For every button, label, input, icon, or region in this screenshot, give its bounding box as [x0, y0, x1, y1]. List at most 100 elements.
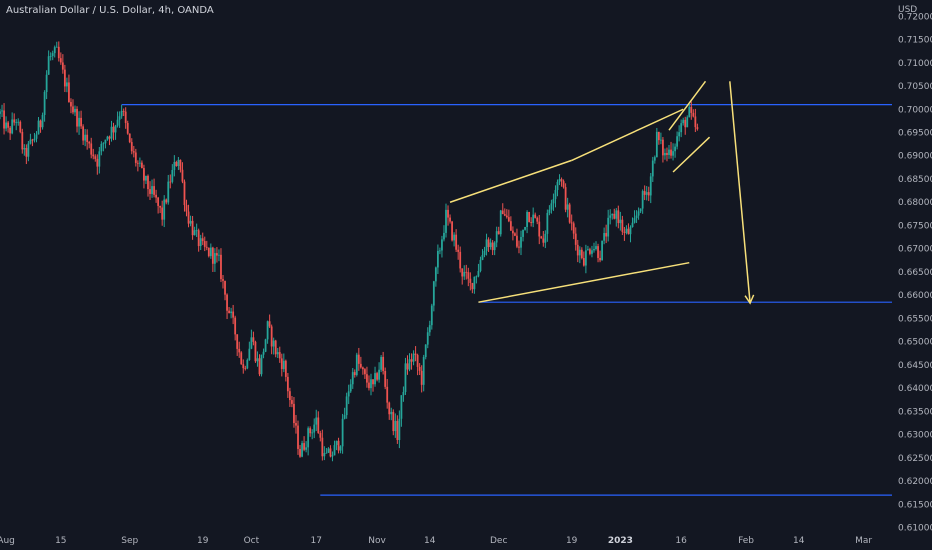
time-tick-label: Sep	[121, 536, 138, 546]
candle-body	[382, 356, 385, 371]
trend-line[interactable]	[672, 136, 711, 173]
candle-body	[376, 373, 378, 380]
candle-body	[386, 386, 389, 403]
time-axis[interactable]: Aug 15 Sep 19 Oct 17 Nov 14 Dec 19 2023 16 Feb 14 Mar	[0, 536, 872, 546]
trend-line[interactable]	[668, 80, 707, 131]
candle-body	[205, 246, 208, 248]
price-axis[interactable]: 0.72000 0.71500 0.71000 0.70500 0.70000 0.695…	[898, 12, 932, 533]
candle-body	[617, 210, 620, 224]
candle-body	[33, 138, 36, 141]
candle-body	[503, 214, 506, 216]
candle-body	[351, 372, 354, 385]
candle-body	[337, 440, 340, 451]
time-tick-label: Mar	[855, 536, 872, 546]
candle-body	[406, 363, 409, 370]
candle-body	[145, 175, 147, 181]
candle-body	[185, 205, 188, 212]
price-tick-label: 0.69000	[898, 152, 932, 162]
candle-body	[45, 74, 48, 92]
candle-body	[213, 253, 216, 264]
candle-body	[499, 210, 502, 235]
price-tick-label: 0.71500	[898, 36, 932, 46]
candle-body	[61, 62, 64, 70]
arrow-shaft[interactable]	[729, 81, 751, 304]
projection-arrow	[729, 81, 755, 305]
candle-body	[266, 321, 269, 340]
candle-body	[374, 373, 376, 385]
candle-body	[134, 152, 137, 163]
candle-body	[23, 148, 26, 150]
candle-body	[321, 437, 324, 457]
candle-body	[297, 425, 299, 449]
candle-body	[536, 217, 539, 222]
candle-body	[564, 187, 567, 210]
price-tick-label: 0.70500	[898, 82, 932, 92]
candle-body	[556, 181, 559, 191]
candle-body	[368, 382, 370, 389]
candle-body	[325, 452, 328, 454]
candle-body	[319, 433, 322, 438]
candle-body	[165, 199, 168, 203]
price-tick-label: 0.70000	[898, 105, 932, 115]
candle-body	[218, 254, 220, 256]
candle-body	[554, 190, 557, 200]
candle-body	[149, 189, 151, 194]
trend-line[interactable]	[478, 261, 690, 303]
candle-body	[392, 411, 395, 432]
candle-body	[120, 110, 123, 117]
candle-body	[264, 339, 267, 352]
candle-body	[195, 230, 198, 232]
time-tick-label: 14	[793, 536, 805, 546]
candle-body	[276, 352, 279, 355]
candle-body	[507, 217, 510, 222]
time-tick-label: Dec	[490, 536, 507, 546]
candle-body	[268, 321, 271, 327]
candle-body	[183, 181, 186, 206]
candle-body	[439, 250, 441, 252]
candle-body	[461, 268, 464, 277]
candle-body	[98, 151, 101, 167]
candle-body	[611, 213, 614, 216]
candle-body	[388, 402, 391, 415]
candle-body	[114, 125, 117, 133]
candle-body	[112, 126, 115, 133]
candle-body	[416, 355, 419, 367]
candle-body	[55, 46, 58, 48]
candle-body	[203, 241, 206, 247]
candle-body	[451, 221, 453, 241]
candle-body	[21, 131, 24, 150]
candle-body	[666, 152, 668, 155]
candle-body	[234, 317, 237, 335]
candle-body	[177, 159, 180, 167]
candle-body	[169, 181, 172, 183]
candle-body	[66, 82, 68, 87]
candle-body	[396, 420, 399, 441]
candle-body	[643, 191, 646, 195]
candle-body	[473, 276, 476, 290]
candles	[0, 41, 699, 462]
candle-body	[331, 455, 334, 457]
candle-body	[92, 154, 95, 157]
time-tick-label: Oct	[244, 536, 260, 546]
candle-body	[3, 110, 5, 129]
candle-body	[370, 379, 372, 389]
candle-body	[372, 379, 374, 385]
price-tick-label: 0.61000	[898, 524, 932, 534]
trend-line[interactable]	[571, 108, 684, 162]
trend-line[interactable]	[449, 159, 572, 203]
arrow-head	[744, 294, 755, 305]
candle-body	[518, 246, 520, 248]
candle-body	[122, 110, 125, 112]
candle-body	[282, 360, 285, 370]
candle-body	[497, 231, 500, 235]
candle-body	[106, 136, 109, 140]
candle-body	[284, 360, 287, 377]
candle-body	[534, 214, 537, 218]
candle-body	[364, 369, 366, 375]
candle-body	[426, 332, 429, 345]
candle-body	[181, 169, 184, 182]
candle-body	[603, 233, 606, 241]
candle-body	[309, 428, 312, 434]
candle-body	[74, 108, 76, 113]
